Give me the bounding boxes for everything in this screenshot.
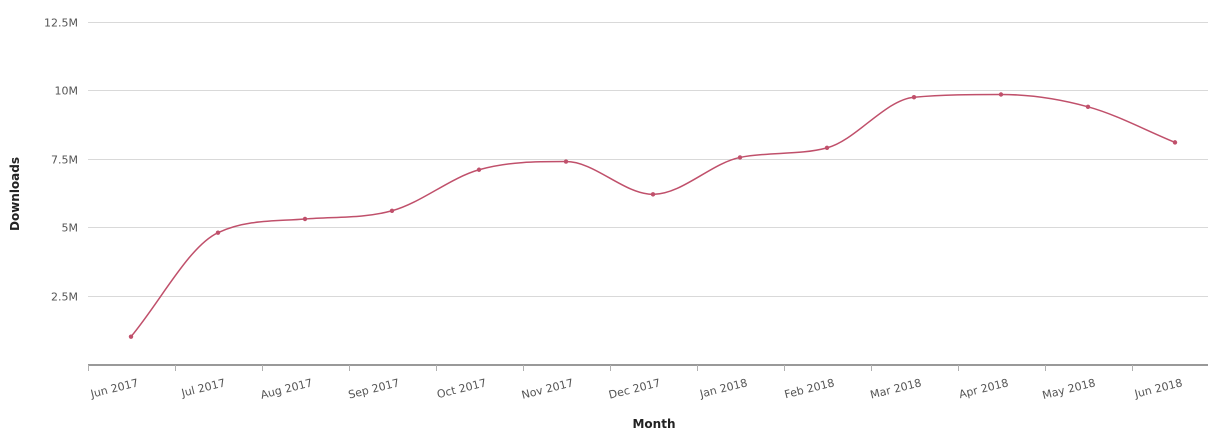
x-tick-label: Jul 2017 xyxy=(179,376,227,400)
x-tick-label: Aug 2017 xyxy=(259,376,314,401)
x-tick-label: Mar 2018 xyxy=(869,376,923,401)
x-tick-label: Jan 2018 xyxy=(698,376,749,401)
gridlines xyxy=(88,22,1208,297)
data-point[interactable] xyxy=(650,192,656,197)
y-tick-label: 10M xyxy=(55,85,79,98)
x-tick-label: May 2018 xyxy=(1041,376,1097,402)
x-tick-label: Feb 2018 xyxy=(783,376,836,401)
x-tick-label: Apr 2018 xyxy=(958,376,1010,401)
data-point[interactable] xyxy=(563,159,569,164)
x-tick-label: Oct 2017 xyxy=(436,376,488,401)
data-point[interactable] xyxy=(302,216,308,222)
x-tick-label: Sep 2017 xyxy=(347,376,401,401)
x-tick-label: Dec 2017 xyxy=(607,376,661,401)
data-point[interactable] xyxy=(476,167,482,172)
y-axis-title: Downloads xyxy=(8,157,22,231)
series-layer xyxy=(128,92,1178,339)
data-point[interactable] xyxy=(215,230,221,235)
x-tick-label: Jun 2017 xyxy=(88,376,139,401)
data-point[interactable] xyxy=(128,334,134,339)
data-point[interactable] xyxy=(824,145,830,151)
y-tick-label: 2.5M xyxy=(51,291,78,304)
y-tick-label: 12.5M xyxy=(44,17,78,30)
series-line xyxy=(130,93,1176,338)
data-point[interactable] xyxy=(389,208,395,213)
x-tick-label: Nov 2017 xyxy=(520,376,575,401)
y-tick-label: 7.5M xyxy=(51,154,78,167)
data-point[interactable] xyxy=(737,155,743,160)
x-tick-label: Jun 2018 xyxy=(1132,376,1183,401)
data-point[interactable] xyxy=(1172,140,1178,145)
data-point[interactable] xyxy=(1085,104,1091,110)
x-axis-title: Month xyxy=(632,417,675,431)
data-point[interactable] xyxy=(911,95,917,100)
axes: 2.5M 5M 7.5M 10M 12.5M Jun 2017 Jul 2017 Aug 20… xyxy=(44,17,1208,402)
y-tick-label: 5M xyxy=(62,222,79,235)
data-point[interactable] xyxy=(998,92,1004,97)
